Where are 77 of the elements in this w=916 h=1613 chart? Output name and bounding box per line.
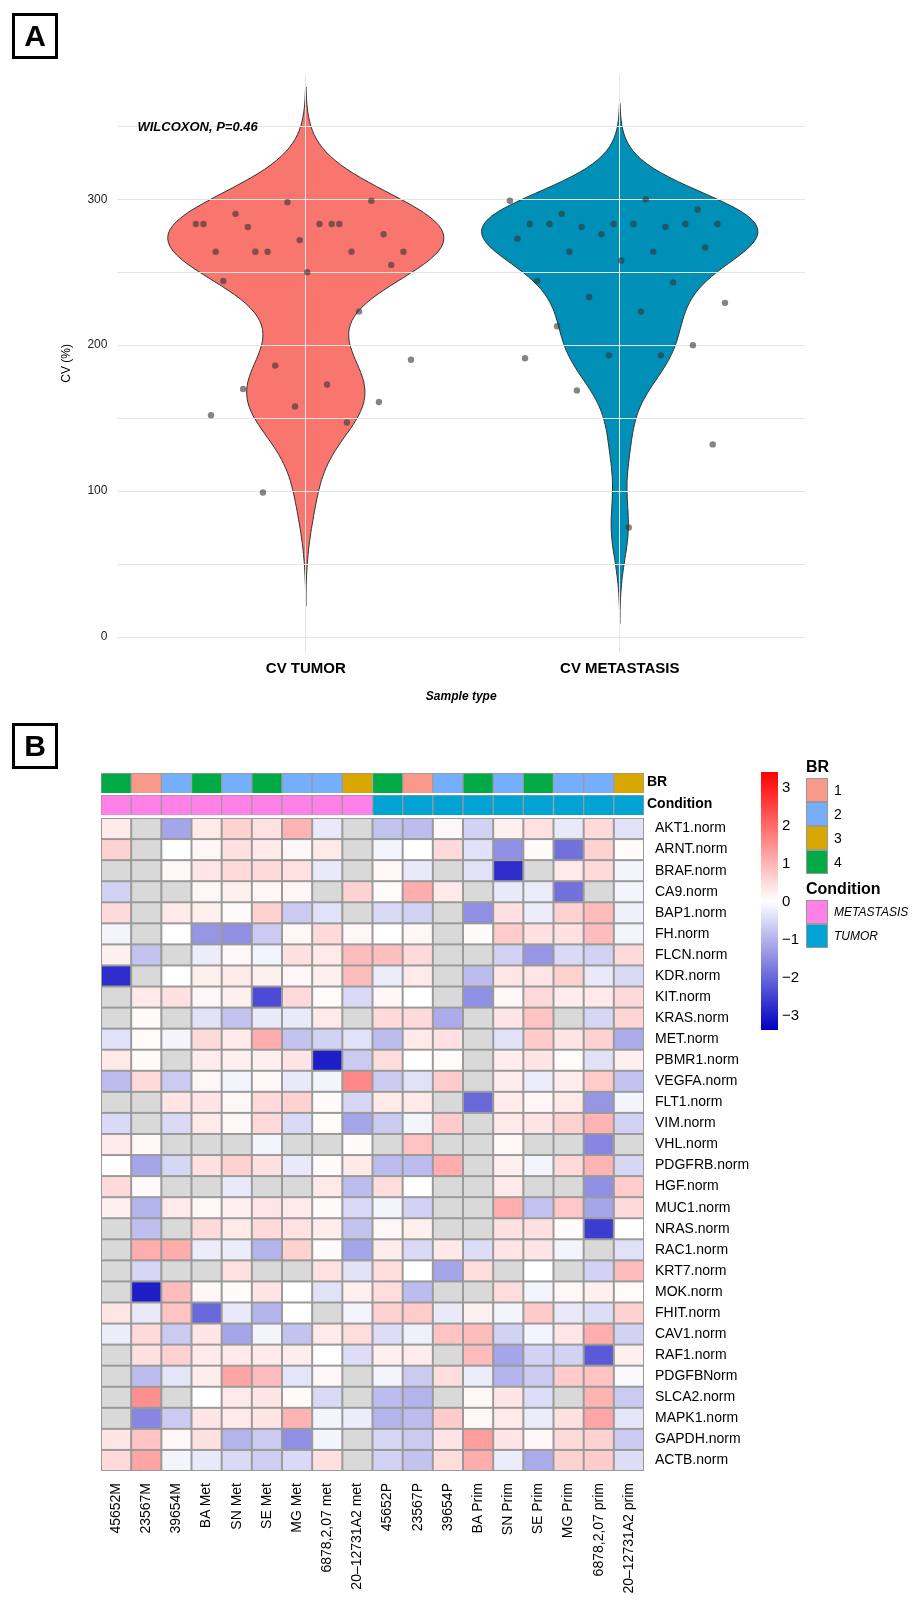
y-tick-label: CA9.norm <box>655 882 719 899</box>
x-tick-label: 6878,2,07 met <box>318 1482 335 1573</box>
y-axis-title: CV (%) <box>58 344 73 383</box>
y-tick-label: FHIT.norm <box>655 1303 721 1320</box>
y-tick-label: FLT1.norm <box>655 1093 723 1110</box>
y-tick-label: PDGFBNorm <box>655 1367 738 1384</box>
legend-label: 3 <box>834 830 842 846</box>
text: TUMOR <box>834 929 878 943</box>
x-tick-label: SN Met <box>227 1482 244 1530</box>
legend-label: 4 <box>834 854 842 870</box>
legend-title: Condition <box>806 880 882 898</box>
y-axis-title: BR <box>647 773 668 789</box>
x-tick-label: BA Prim <box>468 1483 485 1534</box>
color-bar-label: 2 <box>782 816 791 834</box>
y-tick-label: 100 <box>87 483 108 498</box>
legend-title: BR <box>806 758 831 776</box>
x-tick-label: CV TUMOR <box>265 658 346 676</box>
x-tick-label: BA Met <box>197 1482 214 1529</box>
x-tick-label: SN Prim <box>499 1483 516 1536</box>
y-tick-label: PBMR1.norm <box>655 1051 740 1068</box>
y-tick-label: GAPDH.norm <box>655 1430 741 1447</box>
y-tick-label: BAP1.norm <box>655 903 727 920</box>
x-tick-label: MG Prim <box>559 1483 576 1539</box>
y-tick-label: HGF.norm <box>655 1177 719 1194</box>
y-tick-label: KRT7.norm <box>655 1261 727 1278</box>
text: 2 <box>834 806 842 822</box>
y-tick-label: MET.norm <box>655 1030 719 1047</box>
y-tick-label: KDR.norm <box>655 966 721 983</box>
y-tick-label: RAC1.norm <box>655 1240 729 1257</box>
x-tick-label: CV METASTASIS <box>560 658 680 676</box>
x-tick-label: 23567M <box>137 1483 154 1534</box>
y-tick-label: RAF1.norm <box>655 1346 727 1362</box>
x-tick-label: 45652P <box>378 1483 395 1532</box>
y-tick-label: MOK.norm <box>655 1282 723 1299</box>
y-tick-label: KIT.norm <box>655 987 712 1004</box>
x-tick-label: SE Met <box>257 1482 274 1529</box>
x-tick-label: MG Met <box>287 1482 304 1533</box>
y-tick-label: 200 <box>87 337 108 352</box>
x-tick-label: SE Prim <box>529 1483 546 1535</box>
y-tick-label: VEGFA.norm <box>655 1072 738 1089</box>
x-tick-label: 45652M <box>106 1483 123 1534</box>
legend-label: 1 <box>834 782 842 798</box>
y-tick-label: FLCN.norm <box>655 945 728 962</box>
y-tick-label: KRAS.norm <box>655 1008 729 1025</box>
color-bar-label: −2 <box>782 967 800 985</box>
color-bar-label: −3 <box>782 1005 800 1023</box>
x-axis-title: Sample type <box>425 689 497 704</box>
y-tick-label: VHL.norm <box>655 1135 719 1152</box>
y-tick-label: NRAS.norm <box>655 1219 730 1236</box>
x-tick-label: 39654P <box>438 1483 455 1532</box>
y-tick-label: ARNT.norm <box>655 840 728 857</box>
x-tick-label: 20–12731A2 met <box>348 1482 365 1590</box>
y-tick-label: CAV1.norm <box>655 1324 727 1341</box>
y-tick-label: BRAF.norm <box>655 861 727 878</box>
y-tick-label: PDGFRB.norm <box>655 1156 750 1173</box>
color-bar-label: 3 <box>782 778 791 796</box>
chart-title: A <box>12 13 58 59</box>
y-axis-title: Condition <box>647 795 713 811</box>
x-tick-label: 20–12731A2 prim <box>619 1483 636 1594</box>
annotation: WILCOXON, P=0.46 <box>137 118 259 134</box>
y-tick-label: ACTB.norm <box>655 1451 729 1468</box>
y-tick-label: FH.norm <box>655 924 710 941</box>
y-tick-label: 300 <box>87 191 108 206</box>
y-tick-label: SLCA2.norm <box>655 1388 736 1405</box>
color-bar-label: 1 <box>782 854 791 872</box>
y-tick-label: 0 <box>100 629 108 644</box>
y-tick-label: MAPK1.norm <box>655 1409 739 1426</box>
y-tick-label: AKT1.norm <box>655 819 726 836</box>
y-tick-label: MUC1.norm <box>655 1198 731 1215</box>
x-tick-label: 23567P <box>408 1483 425 1532</box>
x-tick-label: 6878,2,07 prim <box>589 1483 606 1577</box>
chart-title: B <box>12 723 58 769</box>
legend-label: METASTASIS <box>834 905 909 919</box>
color-bar-label: −1 <box>782 929 800 947</box>
y-tick-label: VIM.norm <box>655 1114 716 1131</box>
color-bar-label: 0 <box>782 892 791 909</box>
x-tick-label: 39654M <box>167 1483 184 1534</box>
